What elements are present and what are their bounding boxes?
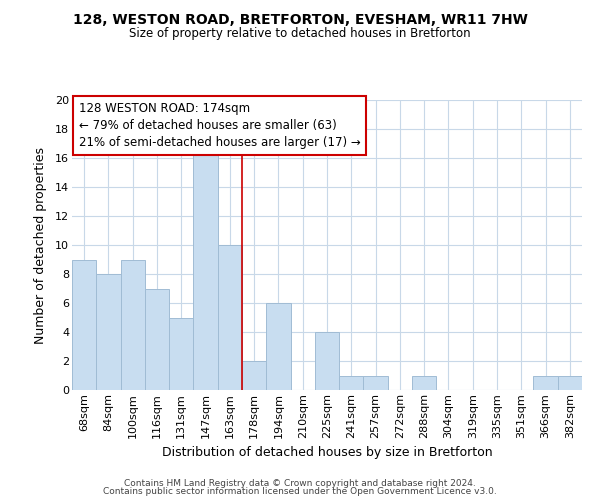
Bar (193, 144, 218, 390)
Bar (96, 274, 121, 390)
Text: Contains HM Land Registry data © Crown copyright and database right 2024.: Contains HM Land Registry data © Crown c… (124, 478, 476, 488)
Text: Size of property relative to detached houses in Bretforton: Size of property relative to detached ho… (129, 28, 471, 40)
Bar (558, 376, 582, 390)
Y-axis label: Number of detached properties: Number of detached properties (34, 146, 47, 344)
Bar (412, 376, 436, 390)
Text: 128 WESTON ROAD: 174sqm
← 79% of detached houses are smaller (63)
21% of semi-de: 128 WESTON ROAD: 174sqm ← 79% of detache… (79, 102, 361, 149)
X-axis label: Distribution of detached houses by size in Bretforton: Distribution of detached houses by size … (161, 446, 493, 459)
Bar (339, 376, 364, 390)
Bar (364, 376, 388, 390)
Bar (169, 318, 193, 390)
Bar (315, 332, 339, 390)
Bar (242, 361, 266, 390)
Bar (218, 245, 242, 390)
Text: Contains public sector information licensed under the Open Government Licence v3: Contains public sector information licen… (103, 487, 497, 496)
Text: 128, WESTON ROAD, BRETFORTON, EVESHAM, WR11 7HW: 128, WESTON ROAD, BRETFORTON, EVESHAM, W… (73, 12, 527, 26)
Bar (72, 260, 96, 390)
Bar (533, 376, 558, 390)
Bar (121, 260, 145, 390)
Bar (145, 288, 169, 390)
Bar (266, 303, 290, 390)
